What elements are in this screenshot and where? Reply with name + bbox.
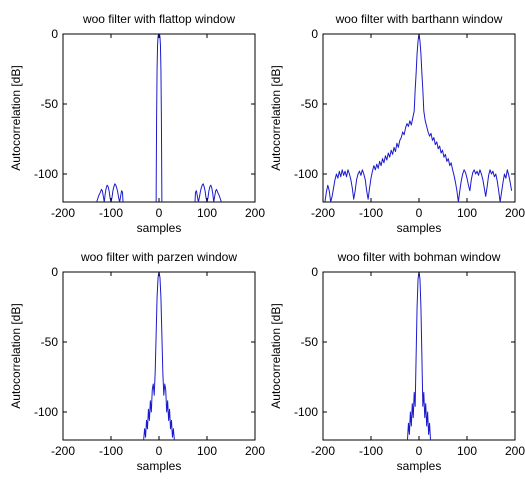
x-tick-label: 0 — [156, 444, 163, 458]
x-tick-label: -100 — [359, 444, 383, 458]
subplot-barthann: -200 -100 0 100 200 0 -50 -100 woo filter with b… — [269, 12, 525, 235]
y-tick-label: -100 — [294, 167, 318, 181]
axes-box-flattop — [62, 33, 256, 203]
y-tick-label: 0 — [51, 27, 58, 41]
subplot-bohman: -200 -100 0 100 200 0 -50 -100 woo filter with b… — [269, 250, 525, 473]
x-tick-label: 100 — [197, 444, 217, 458]
x-tick-label: 0 — [416, 444, 423, 458]
subplot-parzen: -200 -100 0 100 200 0 -50 -100 woo filter with p… — [9, 250, 265, 473]
x-tick-label: 200 — [505, 444, 525, 458]
y-axis-label: Autocorrelation [dB] — [9, 303, 23, 408]
y-tick-label: 0 — [51, 265, 58, 279]
x-axis-label: samples — [397, 459, 442, 473]
x-tick-label: -100 — [359, 206, 383, 220]
y-tick-label: 0 — [311, 27, 318, 41]
x-tick-label: 0 — [416, 206, 423, 220]
x-tick-label: -100 — [99, 444, 123, 458]
y-tick-label: -100 — [34, 167, 58, 181]
y-axis-label: Autocorrelation [dB] — [9, 65, 23, 170]
autocorrelation-trace-parzen — [143, 272, 175, 440]
x-axis-label: samples — [137, 459, 182, 473]
x-tick-label: -100 — [99, 206, 123, 220]
y-tick-label: -50 — [41, 97, 59, 111]
axes-box-barthann — [322, 33, 516, 203]
autocorrelation-trace-bohman — [406, 272, 432, 440]
axes-box-parzen — [62, 271, 256, 441]
x-tick-label: 200 — [245, 444, 265, 458]
y-tick-label: -50 — [301, 97, 319, 111]
x-tick-label: 200 — [245, 206, 265, 220]
y-tick-label: -100 — [294, 405, 318, 419]
x-tick-label: -200 — [51, 444, 75, 458]
x-tick-label: -200 — [311, 444, 335, 458]
chart-title-flattop: woo filter with flattop window — [82, 12, 235, 26]
chart-title-bohman: woo filter with bohman window — [337, 250, 501, 264]
y-tick-label: -100 — [34, 405, 58, 419]
y-tick-label: 0 — [311, 265, 318, 279]
subplot-flattop: -200 -100 0 100 200 0 -50 -100 woo filter with f… — [9, 12, 265, 235]
x-tick-label: -200 — [311, 206, 335, 220]
x-tick-label: -200 — [51, 206, 75, 220]
x-axis-label: samples — [397, 221, 442, 235]
chart-title-parzen: woo filter with parzen window — [80, 250, 237, 264]
x-tick-label: 100 — [197, 206, 217, 220]
y-tick-label: -50 — [41, 335, 59, 349]
chart-title-barthann: woo filter with barthann window — [335, 12, 503, 26]
axes-box-bohman — [322, 271, 516, 441]
x-axis-label: samples — [137, 221, 182, 235]
x-tick-label: 200 — [505, 206, 525, 220]
y-axis-label: Autocorrelation [dB] — [269, 303, 283, 408]
y-tick-label: -50 — [301, 335, 319, 349]
x-tick-label: 100 — [457, 206, 477, 220]
x-tick-label: 100 — [457, 444, 477, 458]
x-tick-label: 0 — [156, 206, 163, 220]
autocorrelation-trace-flattop — [96, 34, 222, 202]
y-axis-label: Autocorrelation [dB] — [269, 65, 283, 170]
